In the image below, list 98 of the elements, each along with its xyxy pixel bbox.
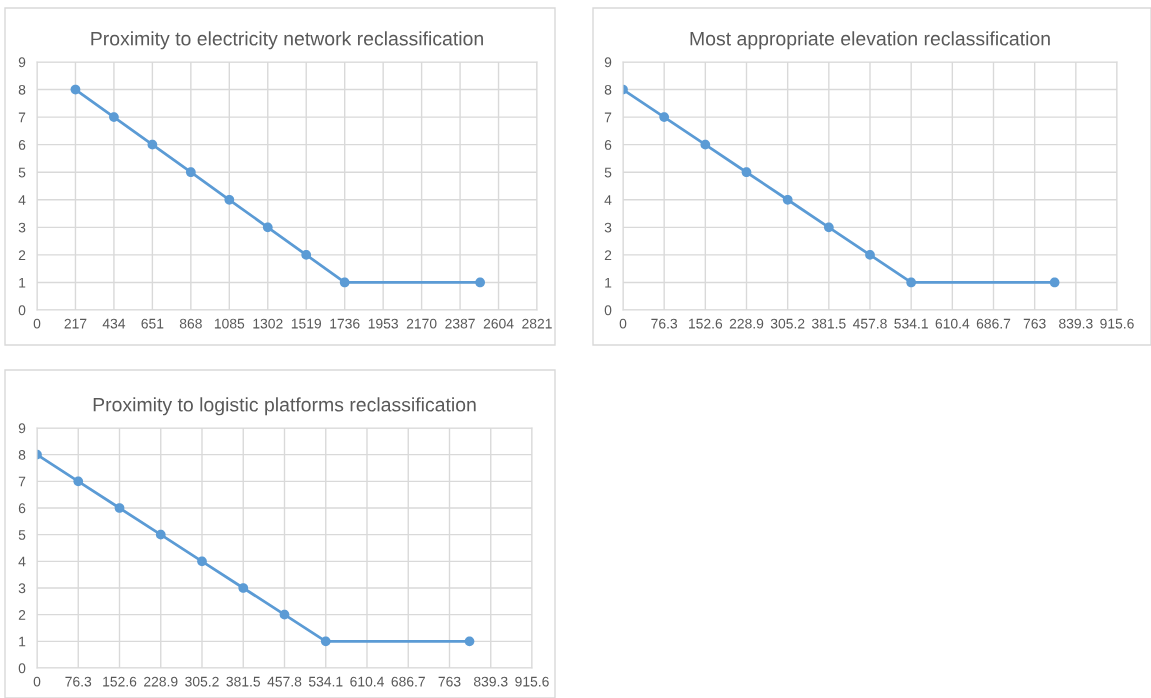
x-tick-label: 1953 [368,318,398,329]
x-tick-label: 457.8 [267,676,302,687]
y-tick-label: 7 [18,476,26,487]
x-tick-label: 228.9 [729,318,764,329]
x-tick-label: 1519 [291,318,322,329]
point [301,250,312,260]
y-tick-label: 8 [18,84,26,95]
x-tick-label: 152.6 [103,676,137,687]
y-tick-label: 5 [18,530,26,540]
x-tick-label: 381.5 [226,676,261,687]
x-tick-label: 686.7 [391,676,425,687]
x-tick-label: 305.2 [185,676,219,687]
y-tick-label: 6 [604,140,612,150]
x-tick-label: 2170 [406,318,437,329]
x-tick-label: 217 [64,318,87,329]
x-tick-label: 534.1 [894,318,928,329]
y-tick-label: 3 [604,222,612,233]
x-tick-label: 76.3 [65,676,92,687]
point [320,636,331,647]
point [155,529,166,540]
x-tick-label: 868 [179,318,202,329]
y-tick-label: 4 [18,195,26,205]
y-tick-label: 0 [604,305,612,316]
point [185,167,196,178]
x-tick-label: 228.9 [144,676,178,687]
x-tick-label: 839.3 [1059,318,1093,329]
x-tick-label: 457.8 [852,318,887,329]
point [782,194,793,205]
x-tick-label: 686.7 [976,318,1011,329]
y-tick-label: 9 [18,423,26,434]
x-tick-label: 305.2 [770,318,805,329]
x-tick-label: 2821 [522,318,552,329]
x-tick-label: 763 [438,676,461,687]
x-tick-label: 534.1 [308,676,343,687]
point [700,139,711,150]
y-tick-label: 1 [19,636,26,647]
y-tick-label: 2 [18,610,26,620]
point [1049,277,1060,288]
x-tick-label: 2387 [445,318,475,329]
x-tick-label: 0 [33,318,41,329]
point [464,636,475,647]
y-tick-label: 3 [18,222,26,233]
x-tick-label: 915.6 [1100,318,1134,329]
y-tick-label: 9 [18,57,26,68]
y-tick-label: 8 [604,84,612,95]
x-tick-label: 839.3 [473,676,508,687]
point [109,112,119,122]
point [865,250,875,260]
point [70,84,81,95]
y-tick-label: 1 [19,277,26,288]
y-tick-label: 6 [18,503,26,514]
point [114,503,125,513]
x-tick-label: 152.6 [689,318,723,329]
x-tick-label: 1085 [214,318,245,329]
x-tick-label: 0 [33,676,41,687]
x-tick-label: 610.4 [350,676,384,687]
point [224,194,235,205]
y-tick-label: 1 [605,277,612,288]
point [906,277,917,288]
y-tick-label: 3 [18,583,26,594]
y-tick-label: 8 [18,450,26,460]
y-tick-label: 4 [604,195,612,205]
x-tick-label: 915.6 [515,676,549,687]
x-tick-label: 76.3 [651,318,678,329]
x-tick-label: 381.5 [811,318,846,329]
point [238,583,249,593]
point [73,476,84,487]
point [823,222,834,233]
x-tick-label: 610.4 [935,318,970,329]
x-tick-label: 2604 [483,318,514,329]
x-tick-label: 0 [619,318,627,329]
point [279,609,290,620]
point [197,556,207,567]
chart-title: Proximity to logistic platforms reclassification [93,397,476,416]
y-tick-label: 6 [18,140,26,150]
y-tick-label: 0 [18,663,26,674]
point [147,139,158,150]
x-tick-label: 1736 [330,318,360,329]
y-tick-label: 4 [18,556,26,567]
point [475,277,485,288]
y-tick-label: 5 [18,167,26,178]
chart-title: Most appropriate elevation reclassification [690,31,1050,50]
y-tick-label: 2 [604,250,612,260]
x-tick-label: 651 [141,318,164,329]
x-tick-label: 1302 [253,318,283,329]
point [262,222,273,233]
y-tick-label: 7 [18,112,26,123]
x-tick-label: 434 [102,318,126,329]
point [659,112,670,122]
point [741,167,752,178]
chart-title: Proximity to electricity network reclassification [91,31,483,50]
y-tick-label: 7 [604,112,612,123]
y-tick-label: 0 [18,305,26,316]
y-tick-label: 5 [604,167,612,178]
y-tick-label: 2 [18,250,26,260]
point [339,277,350,288]
x-tick-label: 763 [1023,318,1046,329]
y-tick-label: 9 [604,57,612,68]
